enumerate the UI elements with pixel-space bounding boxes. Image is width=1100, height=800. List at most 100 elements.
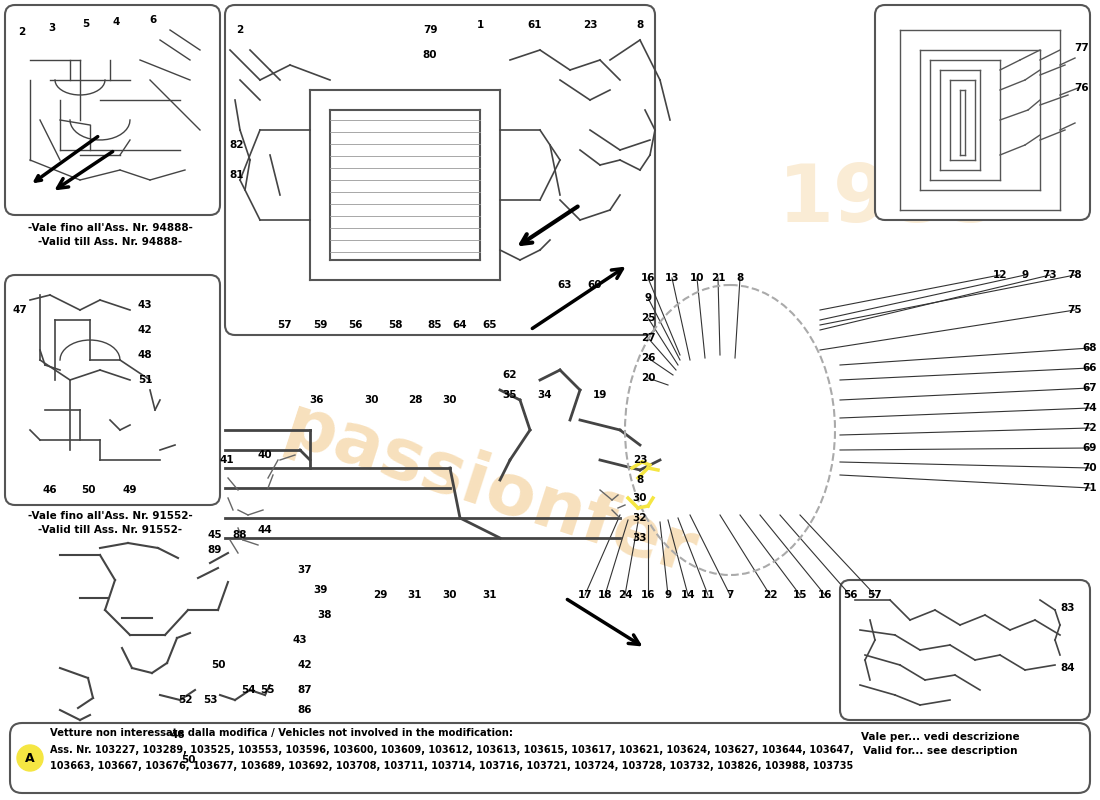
Text: 83: 83 (1060, 603, 1076, 613)
Text: 76: 76 (1075, 83, 1089, 93)
FancyBboxPatch shape (226, 5, 654, 335)
Text: 21: 21 (711, 273, 725, 283)
Text: 33: 33 (632, 533, 647, 543)
Text: 68: 68 (1082, 343, 1098, 353)
Text: 72: 72 (1082, 423, 1098, 433)
Text: 14: 14 (681, 590, 695, 600)
Text: 66: 66 (1082, 363, 1098, 373)
FancyBboxPatch shape (6, 5, 220, 215)
Text: 89: 89 (208, 545, 222, 555)
Text: 30: 30 (442, 395, 458, 405)
Text: 70: 70 (1082, 463, 1098, 473)
Text: 53: 53 (202, 695, 218, 705)
Text: 36: 36 (310, 395, 324, 405)
Text: 40: 40 (257, 450, 273, 460)
Text: 43: 43 (138, 300, 152, 310)
Text: 56: 56 (843, 590, 857, 600)
Text: 64: 64 (453, 320, 468, 330)
Text: 56: 56 (348, 320, 362, 330)
Text: 58: 58 (387, 320, 403, 330)
Text: 29: 29 (373, 590, 387, 600)
Text: 35: 35 (503, 390, 517, 400)
Text: 50: 50 (211, 660, 226, 670)
Text: 25: 25 (640, 313, 656, 323)
Text: 57: 57 (868, 590, 882, 600)
Text: 67: 67 (1082, 383, 1098, 393)
Text: 5: 5 (82, 19, 89, 29)
Text: 18: 18 (597, 590, 613, 600)
Text: 47: 47 (12, 305, 28, 315)
Text: 2: 2 (236, 25, 243, 35)
Text: Valid for... see description: Valid for... see description (862, 746, 1018, 756)
Text: 69: 69 (1082, 443, 1097, 453)
Text: 43: 43 (293, 635, 307, 645)
Text: 9: 9 (664, 590, 672, 600)
Text: 19: 19 (593, 390, 607, 400)
Text: 16: 16 (640, 590, 656, 600)
Text: 32: 32 (632, 513, 647, 523)
Text: 80: 80 (422, 50, 438, 60)
Text: 9: 9 (1022, 270, 1028, 280)
Text: 57: 57 (277, 320, 293, 330)
Text: 23: 23 (583, 20, 597, 30)
Text: 42: 42 (298, 660, 312, 670)
Text: 52: 52 (178, 695, 192, 705)
Text: 10: 10 (690, 273, 704, 283)
Text: 44: 44 (257, 525, 273, 535)
FancyBboxPatch shape (10, 723, 1090, 793)
Text: -Vale fino all'Ass. Nr. 91552-: -Vale fino all'Ass. Nr. 91552- (28, 511, 192, 521)
Text: 50: 50 (80, 485, 96, 495)
Text: 74: 74 (1082, 403, 1098, 413)
Text: 59: 59 (312, 320, 327, 330)
Text: 88: 88 (233, 530, 248, 540)
Text: 31: 31 (408, 590, 422, 600)
Text: Ass. Nr. 103227, 103289, 103525, 103553, 103596, 103600, 103609, 103612, 103613,: Ass. Nr. 103227, 103289, 103525, 103553,… (50, 745, 854, 755)
Text: 22: 22 (762, 590, 778, 600)
Text: 27: 27 (640, 333, 656, 343)
Text: 1985: 1985 (778, 161, 1002, 239)
Text: 8: 8 (637, 20, 644, 30)
Text: 45: 45 (208, 530, 222, 540)
Text: 75: 75 (1068, 305, 1082, 315)
Text: 71: 71 (1082, 483, 1098, 493)
Text: 63: 63 (558, 280, 572, 290)
Text: 23: 23 (632, 455, 647, 465)
Text: 28: 28 (408, 395, 422, 405)
Text: 87: 87 (298, 685, 312, 695)
Text: 50: 50 (180, 755, 196, 765)
Text: 8: 8 (637, 475, 644, 485)
Text: 30: 30 (442, 590, 458, 600)
Text: 81: 81 (230, 170, 244, 180)
Text: 31: 31 (483, 590, 497, 600)
Circle shape (16, 745, 43, 771)
Text: A: A (25, 751, 35, 765)
Text: 4: 4 (112, 17, 120, 27)
Text: 39: 39 (312, 585, 327, 595)
Text: 1: 1 (476, 20, 484, 30)
Text: 3: 3 (48, 23, 56, 33)
Text: 13: 13 (664, 273, 680, 283)
Text: 2: 2 (19, 27, 25, 37)
Text: -Valid till Ass. Nr. 94888-: -Valid till Ass. Nr. 94888- (37, 237, 183, 247)
Text: 85: 85 (428, 320, 442, 330)
Text: passionfer: passionfer (275, 391, 704, 589)
Text: 82: 82 (230, 140, 244, 150)
Text: 37: 37 (298, 565, 312, 575)
Text: 16: 16 (640, 273, 656, 283)
FancyBboxPatch shape (840, 580, 1090, 720)
Text: 7: 7 (726, 590, 734, 600)
Text: 11: 11 (701, 590, 715, 600)
Text: 38: 38 (318, 610, 332, 620)
Text: Vetture non interessate dalla modifica / Vehicles not involved in the modificati: Vetture non interessate dalla modifica /… (50, 728, 513, 738)
Text: 84: 84 (1060, 663, 1076, 673)
Text: 30: 30 (365, 395, 380, 405)
Text: 65: 65 (483, 320, 497, 330)
Text: 42: 42 (138, 325, 152, 335)
Text: 12: 12 (992, 270, 1008, 280)
Text: 15: 15 (793, 590, 807, 600)
Text: 62: 62 (503, 370, 517, 380)
Text: 30: 30 (632, 493, 647, 503)
Text: 79: 79 (422, 25, 438, 35)
Text: 60: 60 (587, 280, 603, 290)
FancyBboxPatch shape (874, 5, 1090, 220)
